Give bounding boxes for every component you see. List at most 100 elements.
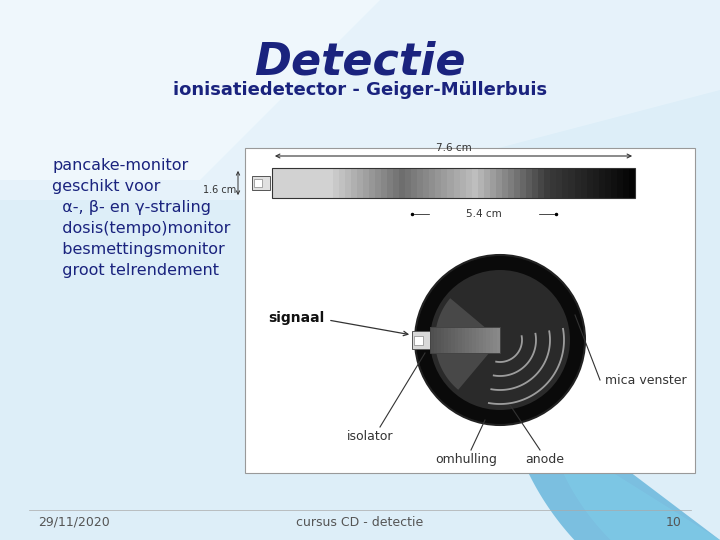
Polygon shape xyxy=(0,0,380,180)
Bar xyxy=(441,327,444,353)
Text: geschikt voor: geschikt voor xyxy=(52,179,161,194)
Bar xyxy=(451,327,454,353)
Bar xyxy=(447,168,454,198)
Text: dosis(tempo)monitor: dosis(tempo)monitor xyxy=(52,221,230,236)
Bar xyxy=(575,168,580,198)
Polygon shape xyxy=(548,432,720,540)
Bar xyxy=(469,327,472,353)
Bar xyxy=(472,327,475,353)
Bar xyxy=(454,168,459,198)
Bar xyxy=(302,168,308,198)
Circle shape xyxy=(430,270,570,410)
Bar xyxy=(539,168,544,198)
Bar xyxy=(272,168,635,198)
Bar xyxy=(484,168,490,198)
Bar xyxy=(508,168,514,198)
Bar xyxy=(399,168,405,198)
Bar xyxy=(405,168,411,198)
Bar xyxy=(326,168,333,198)
Bar xyxy=(477,168,484,198)
Text: ionisatiedetector - Geiger-Müllerbuis: ionisatiedetector - Geiger-Müllerbuis xyxy=(173,81,547,99)
Text: cursus CD - detectie: cursus CD - detectie xyxy=(297,516,423,529)
Bar xyxy=(472,168,477,198)
Bar xyxy=(430,327,500,353)
Bar xyxy=(454,327,458,353)
Bar xyxy=(245,148,695,473)
Bar xyxy=(623,168,629,198)
Bar xyxy=(369,168,375,198)
Bar xyxy=(475,327,479,353)
Bar xyxy=(466,168,472,198)
Bar xyxy=(272,168,278,198)
Text: Detectie: Detectie xyxy=(254,40,466,84)
Bar xyxy=(252,176,270,190)
Bar xyxy=(479,327,482,353)
Bar xyxy=(363,168,369,198)
Text: anode: anode xyxy=(526,453,564,466)
Bar xyxy=(502,168,508,198)
Bar xyxy=(414,335,423,345)
Bar xyxy=(580,168,587,198)
Bar xyxy=(482,327,486,353)
Bar xyxy=(462,327,465,353)
Bar xyxy=(278,168,284,198)
Bar xyxy=(550,168,557,198)
Bar xyxy=(412,331,430,349)
Bar xyxy=(629,168,635,198)
Text: α-, β- en γ-straling: α-, β- en γ-straling xyxy=(52,200,211,215)
Bar xyxy=(441,168,447,198)
Bar xyxy=(448,327,451,353)
Bar xyxy=(437,327,441,353)
Bar xyxy=(611,168,617,198)
Polygon shape xyxy=(0,0,720,200)
Text: 29/11/2020: 29/11/2020 xyxy=(38,516,109,529)
Bar xyxy=(514,168,520,198)
Bar xyxy=(308,168,315,198)
Bar xyxy=(429,168,436,198)
Bar xyxy=(436,168,441,198)
Bar xyxy=(532,168,539,198)
Bar xyxy=(490,327,493,353)
Bar xyxy=(497,327,500,353)
Bar xyxy=(315,168,320,198)
Text: mica venster: mica venster xyxy=(605,374,687,387)
Bar xyxy=(458,327,462,353)
Circle shape xyxy=(415,255,585,425)
Bar xyxy=(411,168,417,198)
Bar xyxy=(496,168,502,198)
Bar xyxy=(433,327,437,353)
Bar xyxy=(617,168,623,198)
Bar xyxy=(375,168,381,198)
Bar xyxy=(393,168,399,198)
Bar xyxy=(351,168,356,198)
Bar xyxy=(430,327,433,353)
Bar xyxy=(417,168,423,198)
Text: besmettingsmonitor: besmettingsmonitor xyxy=(52,242,225,257)
Bar xyxy=(284,168,290,198)
Text: signaal: signaal xyxy=(268,311,324,325)
Bar xyxy=(562,168,569,198)
Text: 10: 10 xyxy=(666,516,682,529)
Bar xyxy=(605,168,611,198)
Bar xyxy=(465,327,469,353)
Bar xyxy=(557,168,562,198)
Bar xyxy=(333,168,338,198)
Bar xyxy=(599,168,605,198)
Bar xyxy=(381,168,387,198)
Bar xyxy=(569,168,575,198)
Text: groot telrendement: groot telrendement xyxy=(52,263,219,278)
Bar xyxy=(459,168,466,198)
Bar xyxy=(254,179,262,187)
Bar xyxy=(356,168,363,198)
Text: 7.6 cm: 7.6 cm xyxy=(436,143,472,153)
Bar xyxy=(593,168,599,198)
Text: pancake-monitor: pancake-monitor xyxy=(52,158,188,173)
Bar xyxy=(587,168,593,198)
Bar xyxy=(290,168,296,198)
Bar xyxy=(296,168,302,198)
Bar xyxy=(526,168,532,198)
Text: isolator: isolator xyxy=(347,430,393,443)
Bar xyxy=(345,168,351,198)
Text: 1.6 cm: 1.6 cm xyxy=(203,185,236,195)
Polygon shape xyxy=(435,298,500,390)
